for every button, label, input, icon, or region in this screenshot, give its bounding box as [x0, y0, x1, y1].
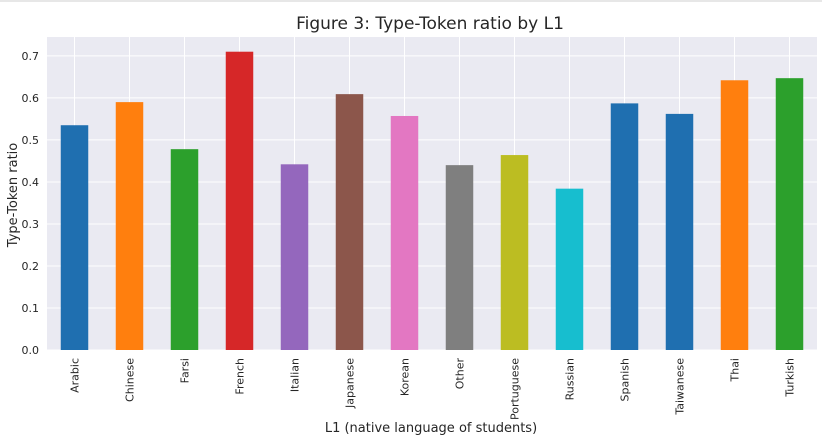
y-tick-label: 0.7	[22, 50, 40, 63]
x-tick-label: French	[234, 358, 247, 395]
x-tick-labels: Arabic Chinese Farsi French Italian Japanese K…	[69, 358, 797, 420]
x-tick-label: Chinese	[124, 358, 137, 402]
bar-spanish	[610, 103, 639, 350]
x-tick-label: Farsi	[179, 358, 192, 383]
bar-korean	[390, 115, 419, 351]
bar-turkish	[775, 78, 804, 350]
chart-title: Figure 3: Type-Token ratio by L1	[296, 14, 564, 34]
y-tick-label: 0.6	[22, 92, 40, 105]
bar-other	[445, 165, 474, 350]
x-tick-label: Portuguese	[509, 358, 522, 420]
bar-chinese	[115, 102, 144, 350]
bar-arabic	[60, 125, 89, 351]
x-tick-label: Other	[454, 358, 467, 390]
bar-italian	[280, 164, 309, 350]
x-tick-label: Japanese	[344, 358, 357, 409]
x-tick-label: Turkish	[784, 358, 797, 398]
bar-thai	[720, 80, 749, 350]
x-tick-label: Italian	[289, 358, 302, 392]
bar-japanese	[335, 94, 364, 351]
bar-portuguese	[500, 155, 529, 350]
y-tick-label: 0.2	[22, 260, 40, 273]
bar-farsi	[170, 149, 199, 350]
plot-area	[47, 37, 817, 350]
y-tick-label: 0.0	[22, 344, 40, 357]
x-tick-label: Taiwanese	[674, 358, 687, 416]
bar-french	[225, 51, 254, 350]
y-tick-label: 0.4	[22, 176, 40, 189]
y-tick-label: 0.3	[22, 218, 40, 231]
x-tick-label: Arabic	[69, 358, 82, 393]
y-tick-label: 0.1	[22, 302, 40, 315]
bar-russian	[555, 188, 584, 350]
y-tick-label: 0.5	[22, 134, 40, 147]
x-tick-label: Thai	[729, 358, 742, 383]
x-tick-label: Russian	[564, 358, 577, 400]
y-tick-labels: 0.0 0.1 0.2 0.3 0.4 0.5 0.6 0.7	[22, 50, 40, 357]
x-tick-label: Spanish	[619, 358, 632, 401]
bars	[60, 51, 804, 351]
x-axis-label: L1 (native language of students)	[325, 421, 537, 436]
bar-taiwanese	[665, 113, 694, 350]
y-axis-label: Type-Token ratio	[6, 143, 21, 248]
x-tick-label: Korean	[399, 358, 412, 396]
